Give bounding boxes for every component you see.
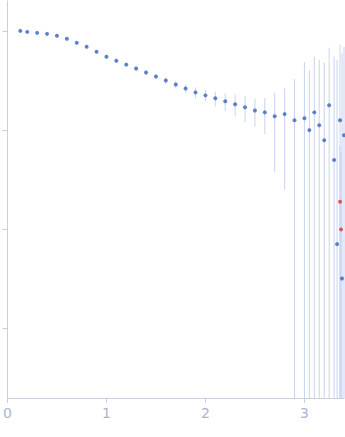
- svg-text:1: 1: [102, 405, 111, 421]
- svg-text:3: 3: [300, 405, 309, 421]
- svg-text:2: 2: [201, 405, 210, 421]
- svg-text:0: 0: [3, 405, 12, 421]
